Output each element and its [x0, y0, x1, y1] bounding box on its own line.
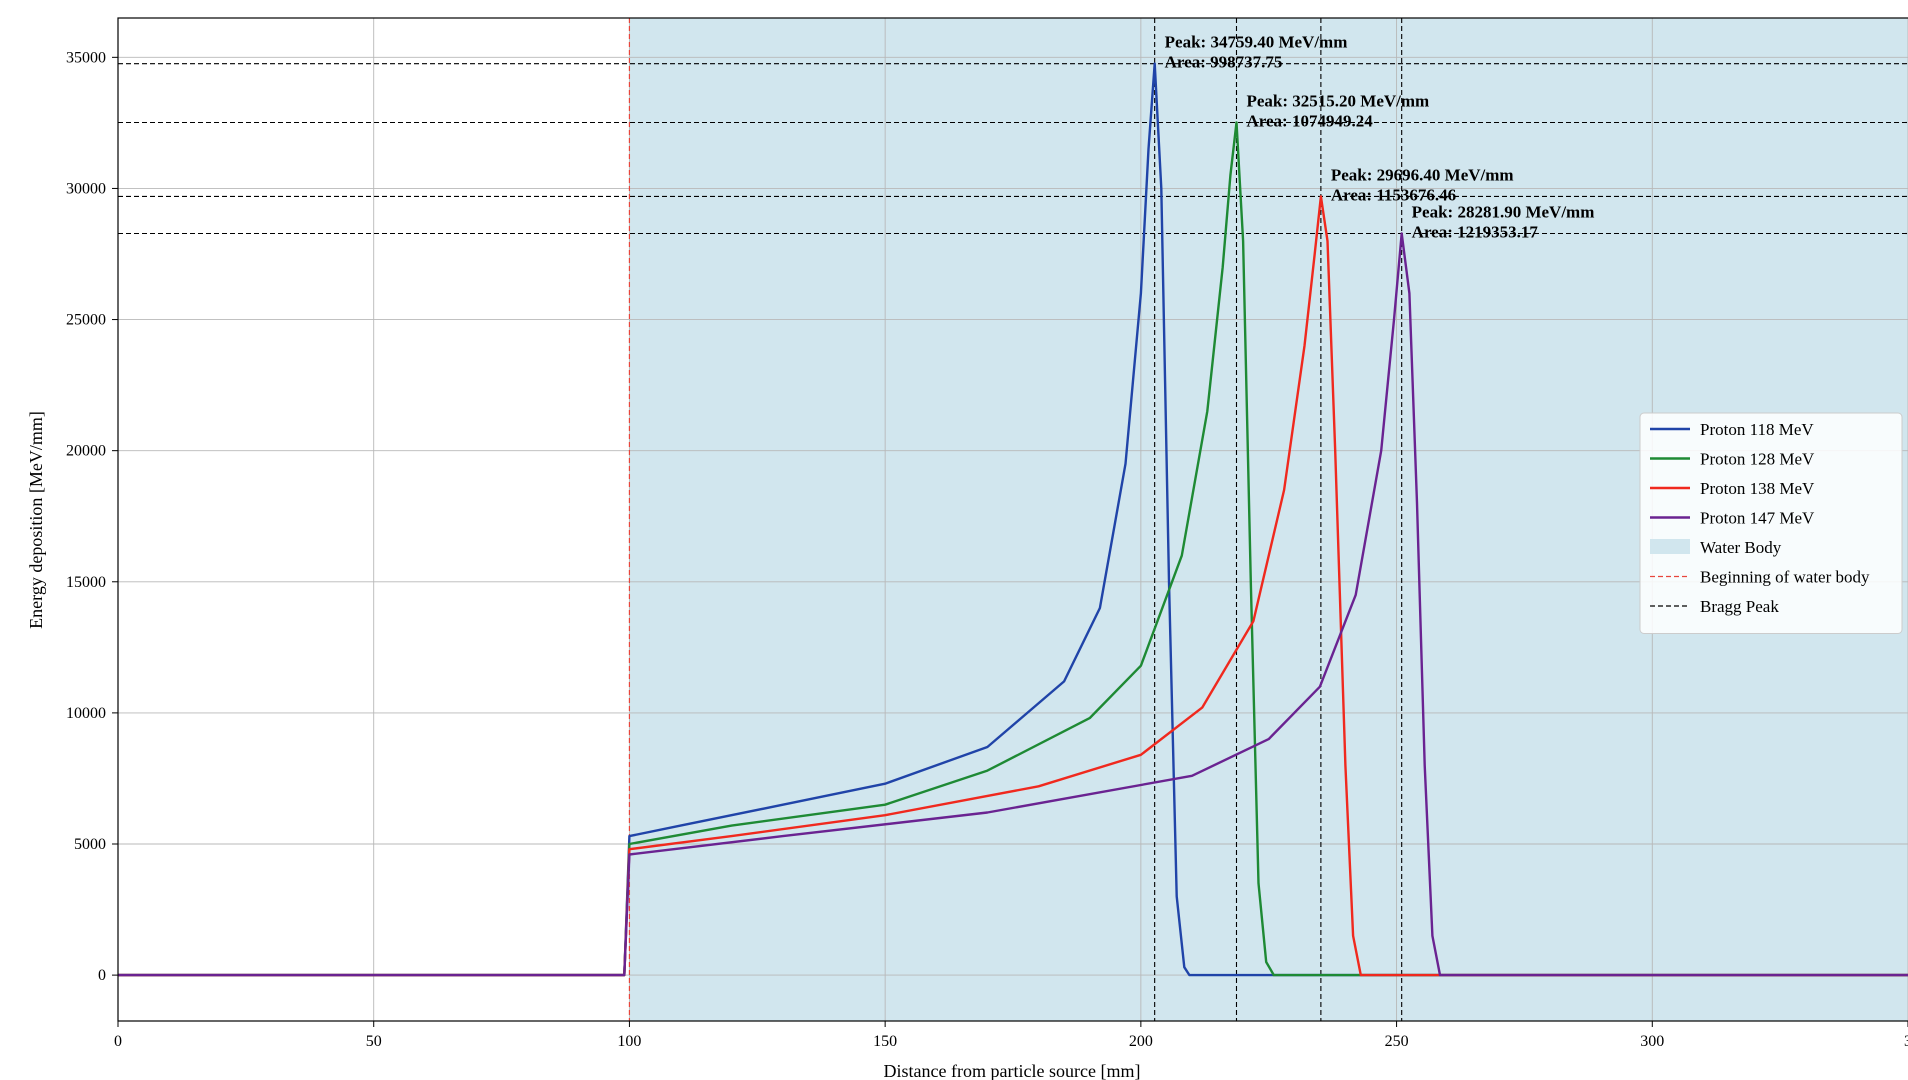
legend-box — [1639, 412, 1903, 634]
y-tick-label: 15000 — [66, 574, 106, 591]
x-axis-ticks: 0 50 100 150 200 250 300 3 — [114, 1021, 1908, 1050]
peak-label-1: Peak: 34759.40 MeV/mm — [1165, 33, 1348, 52]
legend-label: Bragg Peak — [1700, 597, 1779, 616]
bragg-peak-horizontal-lines — [118, 63, 1908, 235]
y-tick-label: 5000 — [74, 836, 106, 853]
plot-frame — [117, 17, 1908, 1022]
x-tick-label: 150 — [873, 1033, 897, 1050]
x-tick-label: 50 — [366, 1033, 382, 1050]
series-lines — [118, 62, 1908, 977]
peak-label-4: Peak: 28281.90 MeV/mm — [1412, 202, 1595, 221]
legend-label: Proton 118 MeV — [1700, 420, 1814, 439]
y-tick-label: 25000 — [66, 312, 106, 329]
area-label-4: Area: 1219353.17 — [1412, 222, 1539, 241]
y-tick-label: 0 — [98, 967, 106, 984]
area-label-3: Area: 1153676.46 — [1331, 185, 1456, 204]
x-tick-label: 250 — [1385, 1033, 1409, 1050]
y-tick-label: 30000 — [66, 180, 106, 197]
area-label-2: Area: 1074949.24 — [1246, 111, 1373, 130]
x-tick-label: 300 — [1640, 1033, 1664, 1050]
legend-label: Proton 138 MeV — [1700, 479, 1815, 498]
x-axis-label: Distance from particle source [mm] — [884, 1061, 1141, 1080]
x-tick-label: 100 — [617, 1033, 641, 1050]
x-tick-label: 0 — [114, 1033, 122, 1050]
legend-label: Proton 147 MeV — [1700, 509, 1815, 528]
series-line-3 — [118, 195, 1908, 977]
y-tick-label: 10000 — [66, 705, 106, 722]
x-tick-label: 200 — [1129, 1033, 1153, 1050]
y-tick-label: 35000 — [66, 49, 106, 66]
series-line-4 — [118, 232, 1908, 977]
legend: Proton 118 MeV Proton 128 MeV Proton 138 M… — [1639, 412, 1903, 634]
peak-label-3: Peak: 29696.40 MeV/mm — [1331, 165, 1514, 184]
x-tick-label: 3 — [1904, 1033, 1908, 1050]
y-axis-ticks: 0 5000 10000 15000 20000 25000 30000 35000 — [66, 49, 118, 984]
legend-swatch — [1650, 539, 1690, 554]
y-tick-label: 20000 — [66, 443, 106, 460]
series-line-2 — [118, 121, 1908, 977]
series-line-1 — [118, 62, 1908, 977]
legend-label: Proton 128 MeV — [1700, 450, 1815, 469]
area-label-1: Area: 998737.75 — [1165, 53, 1283, 72]
y-axis-label: Energy deposition [MeV/mm] — [26, 411, 46, 629]
legend-label: Beginning of water body — [1700, 568, 1870, 587]
bragg-peak-vertical-lines — [1154, 18, 1403, 1021]
peak-label-2: Peak: 32515.20 MeV/mm — [1246, 91, 1429, 110]
legend-label: Water Body — [1700, 538, 1782, 557]
